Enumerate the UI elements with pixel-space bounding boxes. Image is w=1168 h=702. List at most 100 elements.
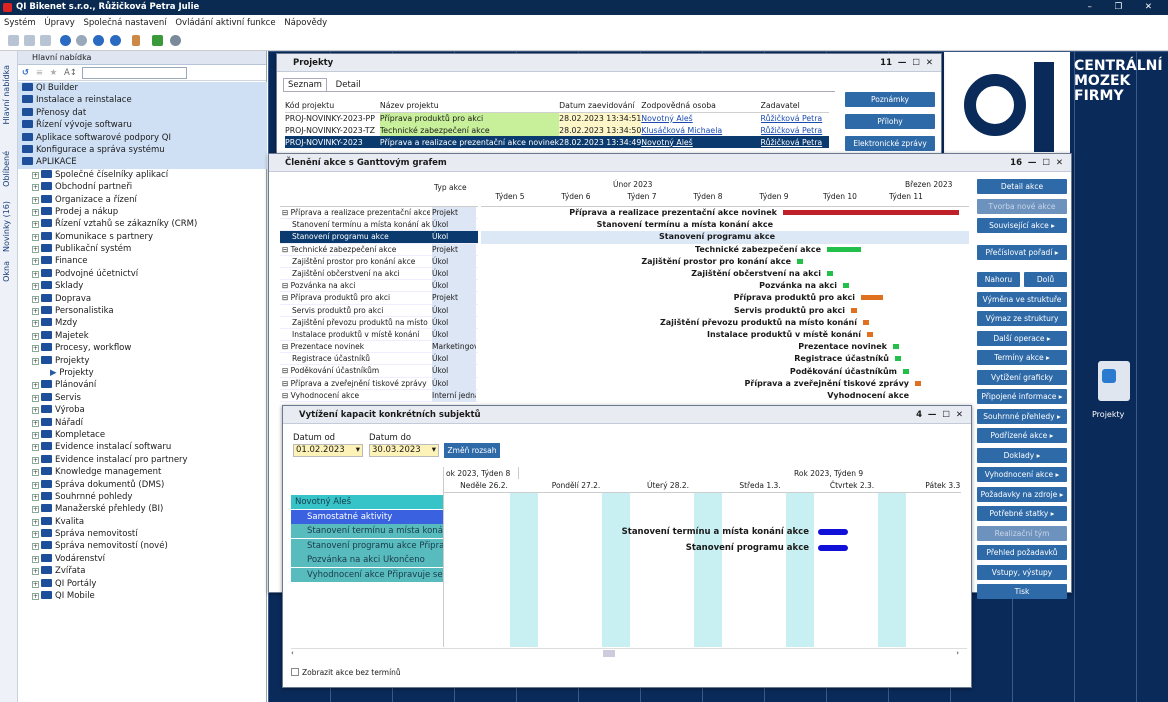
gantt-bar[interactable] [827,271,833,276]
sidebar-item[interactable]: APLIKACE [18,156,267,169]
expand-icon[interactable]: + [32,431,39,439]
sidebar-item[interactable]: + Kompletace [18,429,267,441]
capacity-activity-bar[interactable] [818,544,848,551]
table-row[interactable]: PROJ-NOVINKY-2023-TZ Technické zabezpeče… [285,124,823,136]
capacity-resource-row[interactable]: Stanovení programu akce Připrav [291,538,443,553]
sidebar-item[interactable]: + Servis [18,392,267,404]
gantt-task-row[interactable]: Registrace účastníků Úkol [280,353,478,366]
table-row-selected[interactable]: PROJ-NOVINKY-2023 Příprava a realizace p… [285,136,829,148]
help-icon[interactable] [93,35,104,46]
expand-icon[interactable]: + [32,593,39,601]
projects-desktop-icon[interactable] [1098,361,1130,401]
gantt-task-row[interactable]: Zajištění občerstvení na akci Úkol [280,267,478,281]
sidebar-item[interactable]: + Zvířata [18,565,267,577]
gantt-bar[interactable] [915,380,921,386]
gantt-task-row[interactable]: ⊟ Technické zabezpečení akce Projekt [280,243,478,256]
gantt-action-button[interactable]: Výměna ve struktuře [977,291,1067,307]
info-icon[interactable] [110,35,121,46]
gantt-bar[interactable] [851,307,857,313]
gantt-bar[interactable] [827,246,861,252]
sidebar-item[interactable]: + Doprava [18,293,267,305]
expand-icon[interactable]: + [32,308,39,316]
projects-desktop-icon-label[interactable]: Projekty [1092,410,1125,419]
gantt-task-row[interactable]: ⊟ Poděkování účastníkům Úkol [280,365,478,378]
sidebar-item[interactable]: + Řízení vztahů se zákazníky (CRM) [18,218,267,230]
tab-detail[interactable]: Detail [335,80,361,90]
attachments-button[interactable]: Přílohy [845,114,935,129]
sidebar-item[interactable]: QI Builder [18,82,267,95]
expand-icon[interactable]: + [32,233,39,241]
sidebar-item[interactable]: + QI Mobile [18,590,267,602]
gantt-action-button[interactable]: Detail akce [977,179,1067,194]
sidebar-item[interactable]: ▶ Projekty [18,367,267,379]
expand-icon[interactable]: + [32,171,39,179]
emails-button[interactable]: Elektronické zprávy [845,136,935,151]
menu-search-input[interactable] [82,67,187,79]
expand-icon[interactable]: + [32,270,39,278]
expand-icon[interactable]: + [32,221,39,229]
star-icon[interactable]: ★ [49,68,58,78]
sidebar-item[interactable]: + Společné číselníky aplikací [18,169,267,181]
cut-icon[interactable] [24,35,35,46]
col-code[interactable]: Kód projektu [285,101,335,111]
tab-news[interactable]: Novinky (16) [2,201,11,252]
refresh-icon[interactable]: ↺ [22,68,30,78]
expand-icon[interactable]: + [32,357,39,365]
gantt-action-button[interactable]: Přehled požadavků [977,545,1067,560]
sidebar-item[interactable]: + Publikační systém [18,243,267,255]
expand-icon[interactable]: + [32,345,39,353]
capacity-activity-bar[interactable] [818,529,848,535]
globe-icon[interactable] [60,35,71,46]
tab-main-menu[interactable]: Hlavní nabídka [2,65,11,125]
expand-icon[interactable]: + [32,444,39,452]
gantt-task-row[interactable]: Stanovení termínu a místa konání akce Úko… [280,219,478,232]
expand-icon[interactable]: + [32,506,39,514]
gantt-action-button[interactable]: Realizační tým [977,525,1067,541]
sort-icon[interactable]: A↕ [63,68,77,78]
notes-button[interactable]: Poznámky [845,92,935,107]
sidebar-item[interactable]: Řízení vývoje softwaru [18,119,267,132]
sidebar-item[interactable]: + Podvojné účetnictví [18,268,267,280]
capacity-resource-row[interactable]: Pozvánka na akci Ukončeno [291,553,443,567]
gantt-action-button[interactable]: Požadavky na zdroje ▸ [977,486,1067,502]
gantt-task-row[interactable]: Zajištění převozu produktů na místo ko Úk… [280,316,478,329]
gantt-task-row[interactable]: ⊟ Prezentace novinek Marketingova [280,341,478,354]
sidebar-item[interactable]: + Knowledge management [18,466,267,478]
sidebar-item[interactable]: + Mzdy [18,317,267,329]
expand-icon[interactable]: + [32,407,39,415]
expand-icon[interactable]: + [32,481,39,489]
tool-icon[interactable] [170,35,181,46]
gantt-action-button[interactable]: Potřebné statky ▸ [977,506,1067,521]
capacity-resource-row[interactable]: Samostatné aktivity [291,509,443,524]
col-date[interactable]: Datum zaevidování [559,101,635,111]
sidebar-item[interactable]: Přenosy dat [18,106,267,120]
gantt-action-button[interactable]: Výmaz ze struktury [977,311,1067,326]
menu-help[interactable]: Nápovědy [284,18,328,28]
sidebar-item[interactable]: + QI Portály [18,578,267,590]
gantt-task-row[interactable]: Instalace produktů v místě konání Úkol [280,328,478,342]
gantt-bar[interactable] [861,295,883,301]
expand-icon[interactable]: + [32,543,39,551]
expand-icon[interactable]: + [32,246,39,254]
gantt-bar[interactable] [797,258,803,264]
gantt-action-button[interactable]: Tisk [977,584,1067,599]
gantt-task-row[interactable]: ⊟ Příprava a realizace prezentační akce … [280,207,478,220]
copy-icon[interactable] [8,35,19,46]
sidebar-item[interactable]: + Evidence instalací pro partnery [18,454,267,466]
tab-favorites[interactable]: Oblíbené [2,151,11,187]
sidebar-item[interactable]: Konfigurace a správa systému [18,143,267,157]
gantt-action-button[interactable]: Vstupy, výstupy [977,564,1067,580]
tab-windows[interactable]: Okna [2,261,11,282]
expand-icon[interactable]: + [32,419,39,427]
gantt-task-row[interactable]: Servis produktů pro akci Úkol [280,304,478,317]
table-row[interactable]: PROJ-NOVINKY-2023-PP Příprava produktů p… [285,112,823,124]
sidebar-item[interactable]: + Personalistika [18,305,267,317]
gantt-action-button[interactable]: Doklady ▸ [977,447,1067,463]
expand-icon[interactable]: + [32,196,39,204]
capacity-scrollbar[interactable]: ‹ › [291,648,967,658]
menu-active-function[interactable]: Ovládání aktivní funkce [175,18,276,28]
sidebar-item[interactable]: + Sklady [18,280,267,292]
expand-icon[interactable]: + [32,555,39,563]
gantt-bar[interactable] [867,332,873,337]
gantt-action-button[interactable]: Souhrnné přehledy ▸ [977,408,1067,424]
